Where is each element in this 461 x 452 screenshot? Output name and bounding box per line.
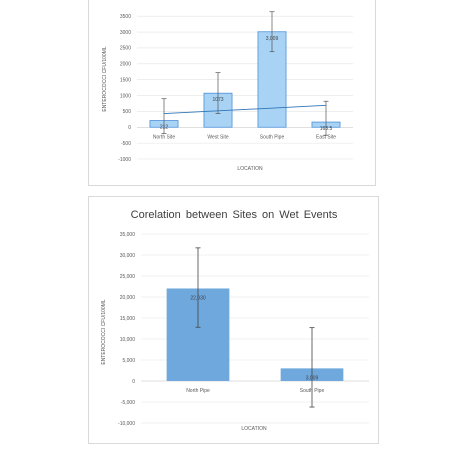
chart-2-data-label: 3,009 — [306, 375, 319, 381]
chart-1-y-tick-label: -1000 — [118, 157, 131, 163]
chart-2-y-tick-label: 25,000 — [120, 274, 136, 280]
chart-2-data-label: 22,030 — [190, 295, 206, 301]
chart-2-x-tick-label: North Pipe — [186, 388, 210, 394]
chart-2-y-tick-label: 15,000 — [120, 316, 136, 322]
chart-2-y-tick-label: 10,000 — [120, 337, 136, 343]
chart-1-x-tick-label: East Site — [316, 134, 336, 140]
chart-2-y-axis-title: ENTEROCOCCI CFU/100ML — [101, 299, 107, 365]
chart-1-y-tick-label: 3000 — [120, 30, 131, 36]
chart-2-y-tick-label: 20,000 — [120, 295, 136, 301]
chart-1-y-tick-label: 3500 — [120, 14, 131, 20]
chart-panel-location: -1000 -500 0 500 1000 1500 2000 2500 3000 3500 21… — [88, 0, 376, 186]
chart-1-data-label: 212 — [160, 125, 169, 131]
chart-1-y-tick-label: 500 — [123, 109, 132, 115]
chart-2-y-tick-label: 5,000 — [122, 358, 135, 364]
chart-1-y-tick-label: 1500 — [120, 77, 131, 83]
chart-2-y-tick-label: -5,000 — [121, 400, 135, 406]
chart-1-y-tick-label: 2000 — [120, 62, 131, 68]
chart-panel-wet-events: Corelation between Sites on Wet Events -… — [88, 196, 379, 444]
chart-2-svg: Corelation between Sites on Wet Events -… — [101, 209, 369, 432]
chart-1-x-axis-title: LOCATION — [237, 166, 263, 172]
chart-1-y-tick-label: -500 — [121, 141, 131, 147]
chart-2-x-tick-label: South Pipe — [300, 388, 325, 394]
chart-1-bar — [257, 31, 287, 128]
chart-1-data-label: 3,009 — [266, 36, 279, 42]
chart-1-x-tick-label: North Site — [153, 134, 175, 140]
chart-2-y-tick-label: 30,000 — [120, 253, 136, 259]
chart-1-trendline — [163, 104, 327, 115]
chart-1-x-tick-label: West Site — [207, 134, 229, 140]
chart-1-y-tick-label: 0 — [128, 125, 131, 131]
chart-2-y-tick-label: 35,000 — [120, 232, 136, 238]
chart-1-data-label: 163.5 — [320, 126, 333, 132]
chart-2-x-axis-title: LOCATION — [241, 426, 267, 432]
chart-1-x-tick-label: South Pipe — [260, 134, 285, 140]
chart-2-title: Corelation between Sites on Wet Events — [131, 209, 338, 221]
chart-1-y-tick-label: 1000 — [120, 93, 131, 99]
chart-2-y-tick-label: -10,000 — [118, 421, 135, 427]
chart-1-y-tick-label: 2500 — [120, 46, 131, 52]
chart-1-svg: -1000 -500 0 500 1000 1500 2000 2500 3000 3500 21… — [102, 11, 353, 172]
chart-1-data-label: 1073 — [212, 97, 223, 103]
chart-2-y-tick-label: 0 — [132, 379, 135, 385]
chart-1-y-axis-title: ENTEROCOCCI CFU/100ML — [102, 46, 108, 112]
